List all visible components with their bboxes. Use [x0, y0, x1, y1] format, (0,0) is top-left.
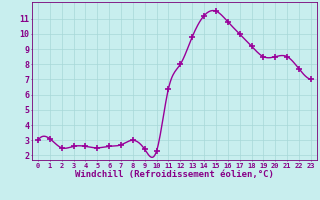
X-axis label: Windchill (Refroidissement éolien,°C): Windchill (Refroidissement éolien,°C): [75, 170, 274, 179]
